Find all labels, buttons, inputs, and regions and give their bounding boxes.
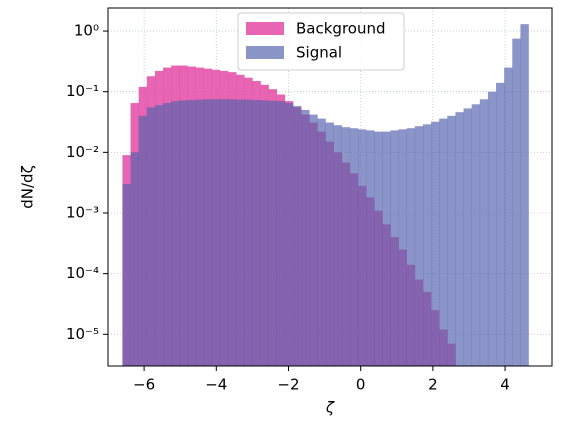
histogram-bar [301,109,310,366]
histogram-bar [520,24,529,366]
histogram-bar [406,128,416,366]
y-tick-label: 10⁰ [74,22,99,40]
axes: −6 −4 −2 0 2 4 10⁻⁵ 10⁻⁴ 10⁻³ 10⁻² 10⁻¹ 10⁰ [66,22,510,394]
bars [122,24,529,366]
histogram-bar [146,107,156,366]
histogram-bar [219,99,229,366]
histogram-bar [163,103,172,366]
histogram-bar [349,128,359,366]
histogram-bar [130,152,139,366]
histogram-bar [179,100,188,366]
x-axis-label: ζ [325,399,335,417]
histogram-bar [390,130,399,366]
histogram-bar [211,99,221,366]
histogram-bar [487,91,497,366]
histogram-bar [122,184,131,366]
histogram-bar [203,99,213,366]
y-axis-label: dN/dζ [19,165,37,208]
y-tick-label: 10⁻² [66,143,99,161]
histogram-bar [374,131,383,366]
histogram-bar [398,129,408,366]
x-tick-label: −2 [277,376,299,394]
histogram-bar [431,121,440,366]
legend-label: Signal [296,44,342,62]
histogram-bar [284,103,294,366]
histogram-bar [154,105,164,366]
legend-swatch [246,22,284,35]
histogram-bar [260,100,269,366]
histogram-bar [317,118,326,366]
legend: Background Signal [237,12,405,71]
histogram-bar [471,104,481,366]
y-tick-label: 10⁻¹ [66,82,99,100]
y-tick-label: 10⁻³ [66,203,99,221]
x-tick-label: 2 [428,376,438,394]
histogram-bar [195,99,204,366]
histogram-bar [309,114,318,366]
histogram-bar [366,130,375,366]
histogram-bar [439,118,448,366]
histogram-bar [293,106,302,366]
x-tick-label: 4 [500,376,510,394]
histogram-bar [455,112,464,366]
histogram-bar [171,101,180,366]
y-tick-label: 10⁻⁵ [66,325,99,343]
histogram-bar [357,129,367,366]
legend-label: Background [296,20,386,38]
x-tick-label: 0 [356,376,366,394]
histogram-bar [252,99,261,366]
histogram-bar [244,99,253,366]
plot-frame [107,7,553,367]
histogram-bar [414,126,424,366]
histogram-bar [325,122,334,366]
histogram-bar [138,115,148,366]
histogram-bar [479,99,489,366]
histogram-bar [187,99,196,366]
histogram-bar [496,82,505,366]
histogram-bar [512,38,521,366]
y-tick-label: 10⁻⁴ [66,264,99,282]
histogram-bar [422,124,432,366]
x-tick-label: −6 [133,376,155,394]
histogram-bar [236,99,245,366]
legend-swatch [246,46,284,59]
histogram-bar [382,131,391,366]
histogram-bar [341,127,351,366]
histogram-bar [333,125,343,366]
histogram-bar [504,67,513,366]
histogram-bar [268,100,278,366]
histogram-bar [463,108,472,366]
histogram-bar [447,115,456,366]
histogram-bar [228,99,237,366]
histogram-bar [276,101,286,366]
x-tick-label: −4 [205,376,227,394]
